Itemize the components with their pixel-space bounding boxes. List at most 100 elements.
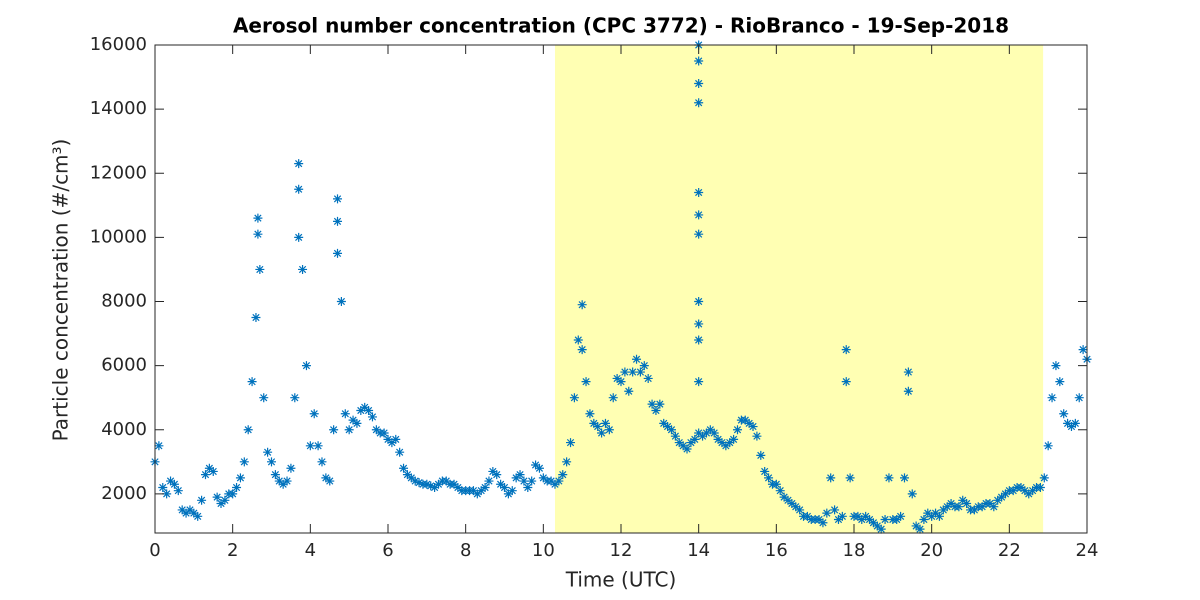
point	[962, 499, 972, 509]
point	[480, 482, 490, 492]
point	[717, 438, 727, 448]
point	[775, 486, 785, 496]
point	[954, 502, 964, 512]
point	[476, 486, 486, 496]
point	[364, 406, 374, 416]
point	[402, 470, 412, 480]
point	[694, 335, 704, 345]
point	[154, 441, 164, 451]
point	[235, 473, 245, 483]
point	[709, 428, 719, 438]
point	[577, 300, 587, 310]
point	[733, 425, 742, 435]
point	[177, 505, 187, 515]
y-tick-label: 2000	[101, 483, 147, 504]
point	[934, 511, 944, 521]
point	[678, 441, 688, 451]
point	[857, 515, 867, 525]
x-tick-label: 16	[765, 540, 788, 561]
x-tick-label: 14	[687, 540, 710, 561]
point	[1063, 418, 1073, 428]
point	[740, 415, 750, 425]
point	[911, 521, 921, 531]
point	[1028, 486, 1038, 496]
point	[682, 444, 692, 454]
point	[826, 473, 836, 483]
point	[663, 422, 673, 432]
point	[181, 508, 191, 518]
point	[566, 438, 576, 448]
data-points	[150, 40, 1092, 534]
point	[301, 361, 311, 371]
point	[791, 502, 801, 512]
point	[317, 457, 327, 467]
point	[294, 184, 304, 194]
point	[282, 476, 292, 486]
point	[253, 213, 263, 223]
y-tick-label: 6000	[101, 355, 147, 376]
point	[259, 393, 269, 403]
point	[616, 377, 626, 387]
point	[197, 495, 207, 505]
point	[274, 476, 284, 486]
point	[321, 473, 331, 483]
highlight-band	[554, 45, 1044, 533]
point	[655, 399, 665, 409]
point	[193, 511, 203, 521]
point	[290, 393, 300, 403]
point	[531, 460, 541, 470]
point	[694, 297, 704, 307]
point	[247, 377, 257, 387]
point	[694, 210, 704, 220]
x-axis-label: Time (UTC)	[565, 568, 677, 592]
point	[492, 470, 502, 480]
point	[286, 463, 296, 473]
point	[853, 511, 863, 521]
point	[783, 495, 793, 505]
point	[725, 438, 735, 448]
point	[294, 232, 304, 242]
point	[1078, 345, 1088, 355]
x-tick-label: 10	[532, 540, 555, 561]
x-tick-label: 20	[920, 540, 943, 561]
point	[550, 479, 560, 489]
point	[1059, 409, 1069, 419]
point	[694, 319, 704, 329]
chart-title: Aerosol number concentration (CPC 3772) …	[233, 14, 1009, 38]
point	[713, 434, 723, 444]
point	[985, 499, 995, 509]
point	[764, 473, 774, 483]
point	[896, 511, 906, 521]
point	[666, 425, 676, 435]
point	[694, 187, 704, 197]
point	[701, 428, 711, 438]
point	[1039, 473, 1049, 483]
point	[212, 492, 222, 502]
point	[651, 406, 661, 416]
point	[395, 447, 405, 457]
point	[189, 508, 199, 518]
y-axis-label: Particle concentration (#/cm³)	[49, 139, 73, 442]
x-tick-label: 12	[610, 540, 633, 561]
y-tick-label: 8000	[101, 291, 147, 312]
point	[204, 463, 214, 473]
point	[604, 425, 614, 435]
point	[527, 476, 537, 486]
point	[600, 418, 610, 428]
x-tick-label: 0	[149, 540, 160, 561]
point	[884, 473, 894, 483]
point	[830, 505, 840, 515]
point	[538, 473, 548, 483]
point	[837, 511, 847, 521]
point	[744, 418, 754, 428]
point	[690, 434, 700, 444]
point	[818, 518, 828, 528]
point	[946, 499, 956, 509]
point	[585, 409, 595, 419]
point	[647, 399, 657, 409]
point	[383, 434, 393, 444]
point	[927, 511, 937, 521]
y-tick-label: 12000	[90, 162, 147, 183]
point	[628, 367, 638, 377]
point	[305, 441, 315, 451]
